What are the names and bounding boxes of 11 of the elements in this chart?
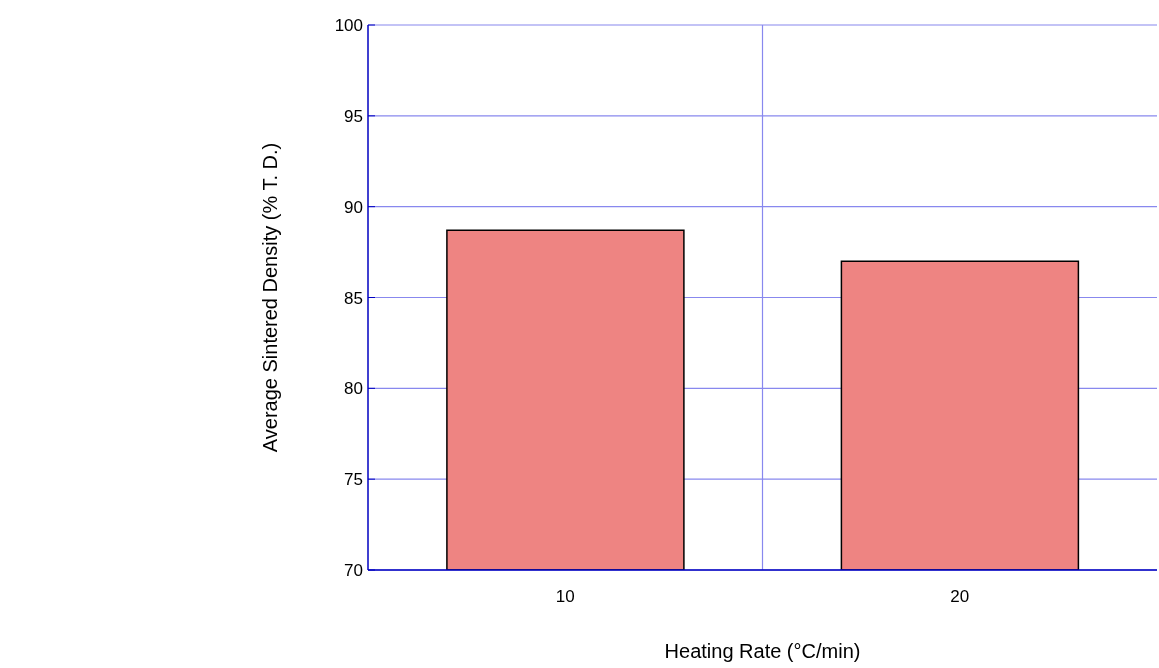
y-tick-label: 85 (344, 288, 363, 308)
y-tick-label: 100 (334, 16, 363, 36)
x-tick-label: 10 (555, 587, 575, 607)
x-axis-title: Heating Rate (°C/min) (664, 640, 861, 662)
y-tick-label: 80 (344, 379, 363, 399)
y-axis-title: Average Sintered Density (% T. D.) (259, 142, 282, 453)
y-tick-label: 95 (344, 106, 363, 126)
y-tick-label: 75 (344, 470, 363, 490)
y-tick-label: 70 (344, 561, 363, 581)
x-tick-label: 20 (950, 587, 970, 607)
y-tick-label: 90 (344, 197, 363, 217)
